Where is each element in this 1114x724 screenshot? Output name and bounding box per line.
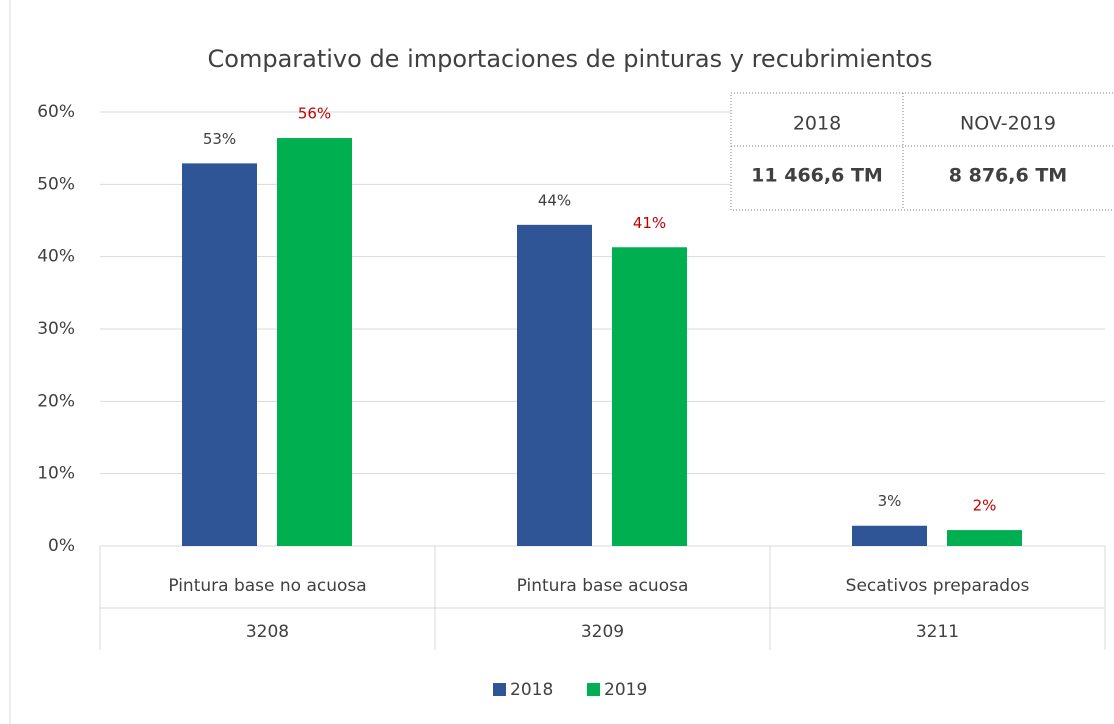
- data-label: 56%: [298, 105, 331, 123]
- bar: [277, 138, 352, 547]
- x-tick-label: Secativos preparados: [846, 576, 1030, 596]
- y-tick-label: 20%: [37, 391, 75, 411]
- y-tick-label: 60%: [37, 102, 75, 122]
- y-tick-label: 0%: [48, 536, 75, 556]
- x-tick-code: 3209: [581, 622, 624, 642]
- y-tick-label: 30%: [37, 319, 75, 339]
- bar: [517, 224, 592, 546]
- table-header: NOV-2019: [960, 113, 1056, 135]
- x-tick-code: 3211: [916, 622, 959, 642]
- bar: [182, 163, 257, 546]
- data-label: 2%: [973, 497, 997, 515]
- data-label: 53%: [203, 130, 236, 148]
- data-label: 3%: [878, 492, 902, 510]
- legend-swatch: [587, 683, 600, 696]
- chart-title: Comparativo de importaciones de pinturas…: [208, 45, 933, 73]
- y-tick-label: 10%: [37, 464, 75, 484]
- x-tick-label: Pintura base acuosa: [517, 576, 689, 596]
- table-cell: 11 466,6 TM: [751, 165, 883, 187]
- legend-swatch: [493, 683, 506, 696]
- table-header: 2018: [793, 113, 841, 135]
- data-label: 41%: [633, 214, 666, 232]
- y-tick-label: 40%: [37, 247, 75, 267]
- inset-table: 2018 NOV-2019 11 466,6 TM 8 876,6 TM: [730, 92, 1114, 211]
- bar: [612, 247, 687, 546]
- bar: [852, 525, 927, 546]
- table-cell: 8 876,6 TM: [949, 165, 1067, 187]
- legend-label: 2018: [510, 680, 553, 700]
- bar: [947, 530, 1022, 546]
- y-tick-label: 50%: [37, 174, 75, 194]
- table-border: [730, 92, 1114, 211]
- legend-label: 2019: [604, 680, 647, 700]
- x-tick-label: Pintura base no acuosa: [168, 576, 366, 596]
- x-tick-code: 3208: [246, 622, 289, 642]
- data-label: 44%: [538, 191, 571, 209]
